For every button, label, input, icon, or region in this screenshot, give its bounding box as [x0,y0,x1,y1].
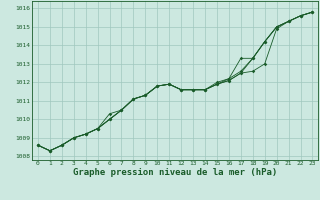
X-axis label: Graphe pression niveau de la mer (hPa): Graphe pression niveau de la mer (hPa) [73,168,277,177]
